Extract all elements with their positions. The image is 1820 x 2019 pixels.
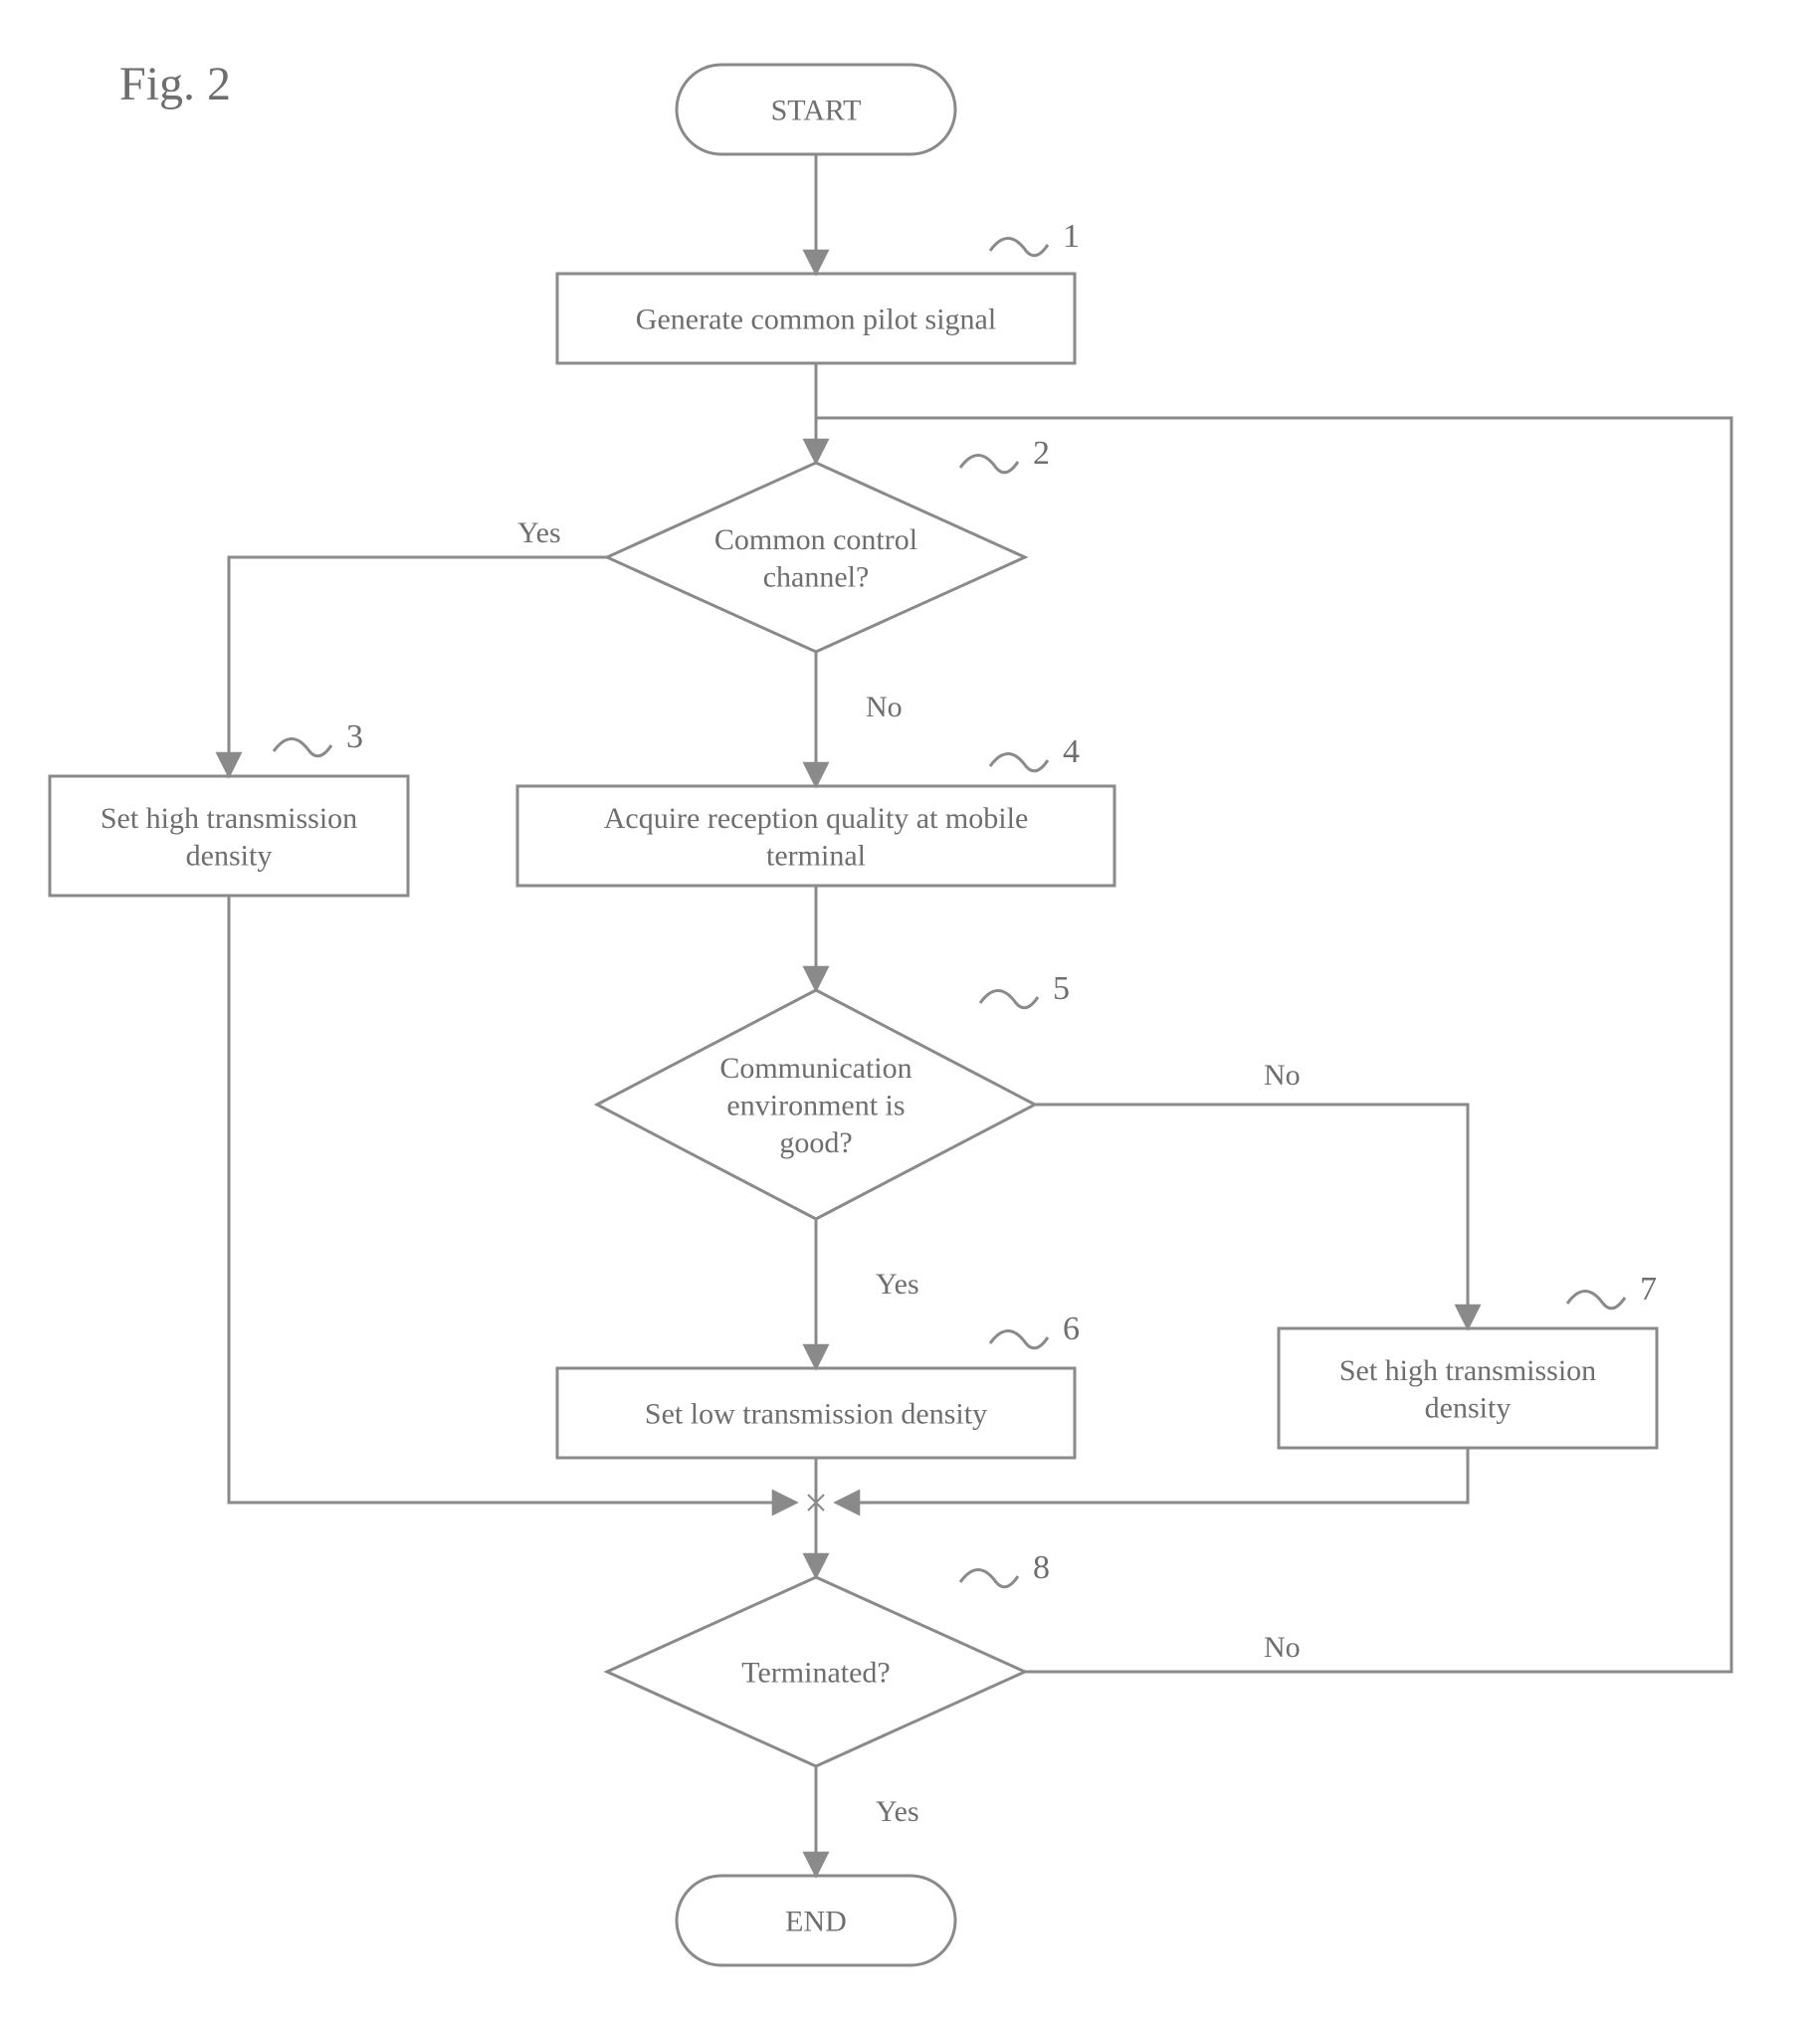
edge-label: No: [1264, 1631, 1301, 1664]
step-squiggle: [274, 739, 331, 756]
step-number: 2: [1033, 435, 1050, 472]
node-text: Set low transmission density: [645, 1398, 987, 1431]
node-text: density: [186, 839, 273, 872]
step-number: 1: [1063, 218, 1080, 255]
node-text: START: [771, 95, 862, 127]
step-number: 4: [1063, 733, 1080, 770]
node-text: Set high transmission: [101, 802, 357, 835]
node-text: Common control: [714, 523, 917, 556]
edge-label: No: [1264, 1059, 1301, 1092]
node-text: environment is: [726, 1090, 905, 1122]
step-squiggle: [1567, 1292, 1625, 1309]
edge-label: Yes: [876, 1795, 919, 1828]
node-text: good?: [779, 1126, 852, 1159]
step-squiggle: [990, 754, 1048, 771]
node-n8: Terminated?: [607, 1577, 1025, 1766]
step-number: 8: [1033, 1549, 1050, 1586]
node-n6: Set low transmission density: [557, 1368, 1075, 1458]
step-number: 3: [346, 718, 363, 755]
step-squiggle: [960, 1570, 1018, 1587]
step-number: 7: [1640, 1271, 1657, 1308]
edge: [816, 418, 1731, 1672]
step-squiggle: [990, 239, 1048, 256]
edge-label: No: [866, 691, 903, 723]
edge-label: Yes: [876, 1268, 919, 1301]
edge-label: Yes: [517, 516, 561, 549]
node-n7: Set high transmission density: [1279, 1328, 1657, 1448]
node-text: channel?: [763, 560, 870, 593]
node-text: density: [1425, 1391, 1512, 1424]
node-n5: Communication environment is good?: [597, 990, 1035, 1219]
node-n1: Generate common pilot signal: [557, 274, 1075, 363]
step-squiggle: [980, 991, 1038, 1008]
node-n3: Set high transmission density: [50, 776, 408, 896]
flowchart-canvas: Fig. 2 START Generate common pilot signal 1…: [0, 0, 1820, 2014]
node-text: Communication: [719, 1052, 911, 1085]
step-squiggle: [960, 456, 1018, 473]
node-n2: Common control channel?: [607, 463, 1025, 652]
node-start: START: [677, 65, 955, 154]
edge: [229, 557, 607, 776]
edge: [836, 1448, 1468, 1503]
step-number: 6: [1063, 1311, 1080, 1347]
node-text: Terminated?: [741, 1657, 891, 1690]
node-text: END: [785, 1906, 847, 1938]
node-text: Set high transmission: [1339, 1354, 1596, 1387]
node-end: END: [677, 1876, 955, 1965]
step-number: 5: [1053, 970, 1070, 1007]
node-n4: Acquire reception quality at mobile termi…: [517, 786, 1114, 886]
node-text: Acquire reception quality at mobile: [604, 802, 1029, 835]
step-squiggle: [990, 1331, 1048, 1348]
node-text: Generate common pilot signal: [636, 303, 996, 336]
figure-label: Fig. 2: [119, 58, 231, 110]
edge: [1035, 1105, 1468, 1328]
node-text: terminal: [766, 839, 866, 872]
